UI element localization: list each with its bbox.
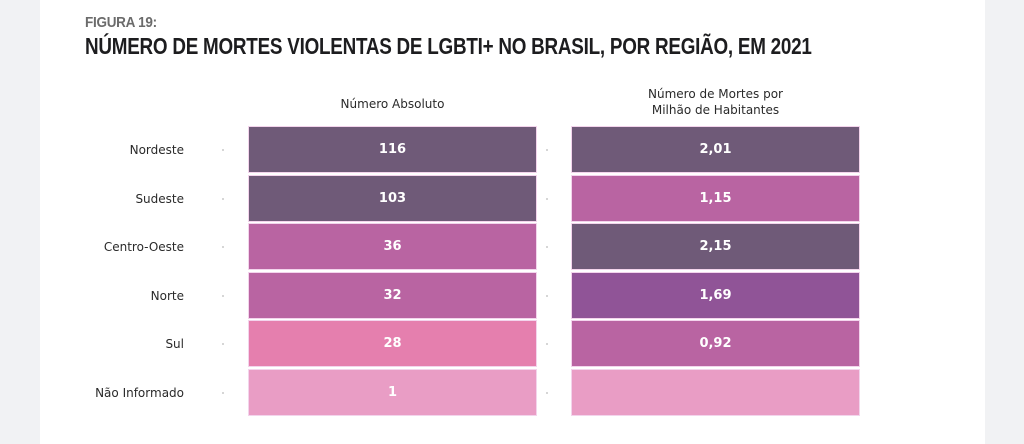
heatmap-cell: 2,01 xyxy=(572,127,859,172)
cell-value-label: 32 xyxy=(383,287,402,303)
column-header-1: Número Absoluto xyxy=(249,96,536,112)
heatmap-cell: 103 xyxy=(249,175,536,221)
cell-value-label: 36 xyxy=(383,239,402,254)
tick-mark xyxy=(222,197,224,200)
heatmap-cell xyxy=(572,369,859,415)
tick-mark xyxy=(222,294,224,297)
tick-mark xyxy=(222,391,224,394)
row-label: Nordeste xyxy=(129,143,184,157)
heatmap-cell: 1,69 xyxy=(572,272,859,318)
cell-value-label: 103 xyxy=(378,190,407,206)
heatmap-cell: 0,92 xyxy=(572,321,859,366)
cell-value-label: 28 xyxy=(383,336,402,351)
cell-value-label: 1,15 xyxy=(699,190,732,206)
cell-value-label: 1,69 xyxy=(699,287,732,303)
tick-mark xyxy=(546,197,548,200)
column-header-line: Milhão de Habitantes xyxy=(651,103,780,117)
row-label: Sudeste xyxy=(135,191,184,206)
tick-mark xyxy=(546,246,548,248)
row-label: Não Informado xyxy=(95,385,184,400)
tick-mark xyxy=(546,149,548,151)
figure-title: NÚMERO DE MORTES VIOLENTAS DE LGBTI+ NO … xyxy=(85,33,812,59)
tick-mark xyxy=(222,246,224,248)
row-label: Centro-Oeste xyxy=(103,240,184,254)
tick-mark xyxy=(546,294,548,297)
column-header-line: Número Absoluto xyxy=(340,97,445,111)
cell-value-label: 2,15 xyxy=(699,239,732,254)
tick-mark xyxy=(546,343,548,345)
cell-value-label: 116 xyxy=(378,142,407,157)
cell-value-label: 2,01 xyxy=(699,142,732,157)
row-label: Sul xyxy=(165,337,184,351)
heatmap-cell: 28 xyxy=(249,321,536,366)
tick-mark xyxy=(222,149,224,151)
tick-mark xyxy=(222,343,224,345)
heatmap-cell: 2,15 xyxy=(572,224,859,269)
heatmap-cell: 1,15 xyxy=(572,175,859,221)
heatmap-cell: 1 xyxy=(249,369,536,415)
heatmap-cell: 32 xyxy=(249,272,536,318)
heatmap-cell: 116 xyxy=(249,127,536,172)
cell-value-label: 1 xyxy=(387,384,398,400)
tick-mark xyxy=(546,391,548,394)
column-header-2: Número de Mortes por Milhão de Habitantes xyxy=(572,86,859,118)
figure-label: FIGURA 19: xyxy=(85,14,157,31)
column-header-line: Número de Mortes por xyxy=(648,87,783,101)
cell-value-label: 0,92 xyxy=(699,336,732,351)
heatmap-cell: 36 xyxy=(249,224,536,269)
row-label: Norte xyxy=(150,288,184,303)
